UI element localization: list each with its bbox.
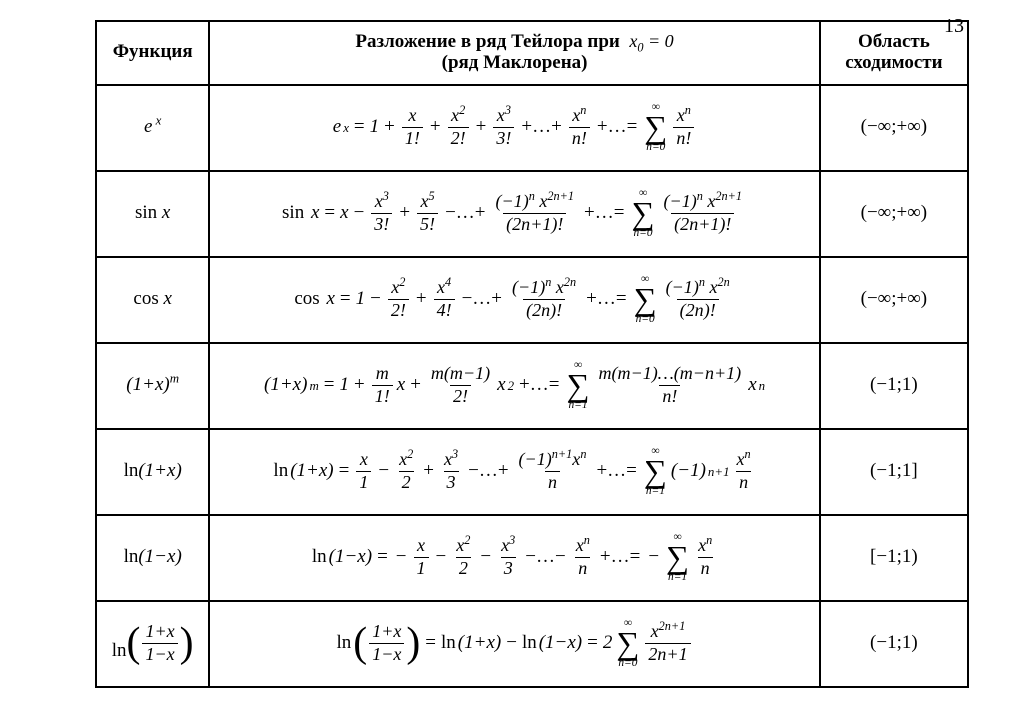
expansion-cell: ln(1+x)= x1− x22+ x33−…+ (−1)n+1xnn+…= ∞… <box>209 429 819 515</box>
header-function: Функция <box>96 21 209 85</box>
taylor-series-table: Функция Разложение в ряд Тейлора при x0 … <box>95 20 969 688</box>
convergence-cell: (−∞;+∞) <box>820 257 968 343</box>
table-row: ln1+x1−x ln1+x1−x =ln(1+x)−ln(1−x) =2 ∞∑… <box>96 601 968 687</box>
table-row: e x ex=1+ x1!+ x22!+ x33!+…+ xnn!+…= ∞∑n… <box>96 85 968 171</box>
func-cell: cos x <box>96 257 209 343</box>
page-number: 13 <box>944 15 964 38</box>
func-cell: ln(1+x) <box>96 429 209 515</box>
table-row: ln(1+x) ln(1+x)= x1− x22+ x33−…+ (−1)n+1… <box>96 429 968 515</box>
expansion-cell: ln1+x1−x =ln(1+x)−ln(1−x) =2 ∞∑n=0 x2n+1… <box>209 601 819 687</box>
func-cell: e x <box>96 85 209 171</box>
table-row: sin x sin x=x− x33!+ x55!−…+ (−1)n x2n+1… <box>96 171 968 257</box>
table-header-row: Функция Разложение в ряд Тейлора при x0 … <box>96 21 968 85</box>
header-exp-line1: Разложение в ряд Тейлора при <box>355 31 619 52</box>
convergence-cell: (−∞;+∞) <box>820 85 968 171</box>
header-exp-line2: (ряд Маклорена) <box>442 52 588 73</box>
table-row: (1+x)m (1+x)m=1+ m1!x+ m(m−1)2!x2+…= ∞∑n… <box>96 343 968 429</box>
func-cell: ln(1−x) <box>96 515 209 601</box>
header-expansion: Разложение в ряд Тейлора при x0 = 0 (ряд… <box>209 21 819 85</box>
func-cell: sin x <box>96 171 209 257</box>
convergence-cell: (−∞;+∞) <box>820 171 968 257</box>
convergence-cell: [−1;1) <box>820 515 968 601</box>
expansion-cell: cos x=1− x22!+ x44!−…+ (−1)n x2n(2n)!+…=… <box>209 257 819 343</box>
expansion-cell: ln(1−x)=− x1− x22− x33−…− xnn+…= − ∞∑n=1… <box>209 515 819 601</box>
table-row: ln(1−x) ln(1−x)=− x1− x22− x33−…− xnn+…=… <box>96 515 968 601</box>
table-row: cos x cos x=1− x22!+ x44!−…+ (−1)n x2n(2… <box>96 257 968 343</box>
convergence-cell: (−1;1) <box>820 343 968 429</box>
expansion-cell: (1+x)m=1+ m1!x+ m(m−1)2!x2+…= ∞∑n=1 m(m−… <box>209 343 819 429</box>
expansion-cell: sin x=x− x33!+ x55!−…+ (−1)n x2n+1(2n+1)… <box>209 171 819 257</box>
page: 13 Функция Разложение в ряд Тейлора при … <box>0 0 1024 723</box>
convergence-cell: (−1;1) <box>820 601 968 687</box>
convergence-cell: (−1;1] <box>820 429 968 515</box>
func-cell: ln1+x1−x <box>96 601 209 687</box>
func-cell: (1+x)m <box>96 343 209 429</box>
expansion-cell: ex=1+ x1!+ x22!+ x33!+…+ xnn!+…= ∞∑n=0 x… <box>209 85 819 171</box>
